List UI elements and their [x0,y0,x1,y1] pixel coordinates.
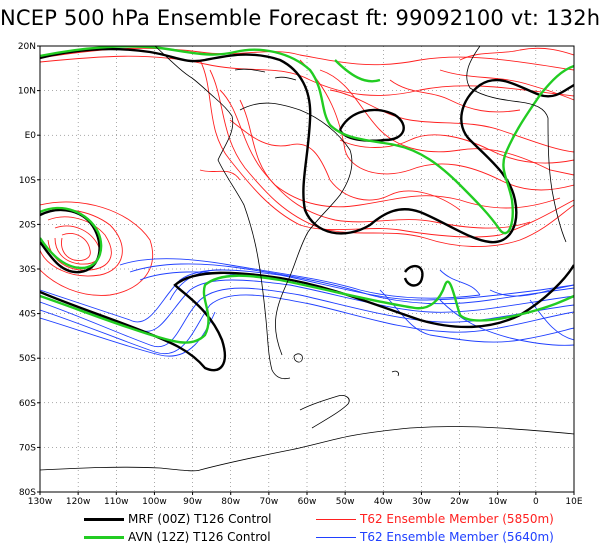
lat-tick-label: 10N [18,87,36,97]
red-ensemble-contours [40,47,574,296]
legend-label-blue: T62 Ensemble Member (5640m) [360,530,554,544]
legend-item-red: T62 Ensemble Member (5850m) [316,512,554,526]
page-title: NCEP 500 hPa Ensemble Forecast ft: 99092… [0,6,600,30]
lon-tick-label: 70w [259,497,278,507]
lon-tick-label: 100w [142,497,167,507]
legend-label-red: T62 Ensemble Member (5850m) [360,512,554,526]
legend-swatch-blue [316,537,356,538]
blue-ensemble-contours [40,258,574,357]
longitude-axis: 130w 120w 110w 100w 90w 80w 70w 60w 50w 40w 30w 20w… [28,492,583,507]
legend-item-blue: T62 Ensemble Member (5640m) [316,530,554,544]
lon-tick-label: 120w [66,497,91,507]
lat-tick-label: 10S [19,176,36,186]
lon-tick-label: 0 [533,497,539,507]
lon-tick-label: 40w [374,497,393,507]
lat-tick-label: 60S [19,399,36,409]
legend-item-mrf: MRF (00Z) T126 Control [84,512,272,526]
legend-item-avn: AVN (12Z) T126 Control [84,530,271,544]
latitude-axis: 20N 10N E0 10S 20S 30S 40S 50S 60S 70S 80S [18,42,40,498]
lon-tick-label: 10w [488,497,507,507]
lat-tick-label: 20N [18,42,36,52]
lon-tick-label: 130w [28,497,53,507]
lat-tick-label: 40S [19,310,36,320]
lon-tick-label: 80w [221,497,240,507]
legend-label-mrf: MRF (00Z) T126 Control [128,512,272,526]
lat-tick-label: 20S [19,220,36,230]
lat-tick-label: E0 [25,131,37,141]
legend-swatch-avn [84,536,124,539]
legend-label-avn: AVN (12Z) T126 Control [128,530,271,544]
lat-tick-label: 50S [19,354,36,364]
lat-tick-label: 70S [19,443,36,453]
lon-tick-label: 30w [412,497,431,507]
lat-tick-label: 30S [19,265,36,275]
grid-lines [40,46,574,492]
legend-swatch-red [316,519,356,520]
lon-tick-label: 110w [104,497,129,507]
lat-tick-label: 80S [19,488,36,498]
legend-swatch-mrf [84,518,124,521]
avn-control-contours [40,46,574,344]
lon-tick-label: 20w [450,497,469,507]
lon-tick-label: 60w [298,497,317,507]
lon-tick-label: 90w [183,497,202,507]
lon-tick-label: 10E [565,497,582,507]
lon-tick-label: 50w [336,497,355,507]
coastlines [40,46,574,472]
